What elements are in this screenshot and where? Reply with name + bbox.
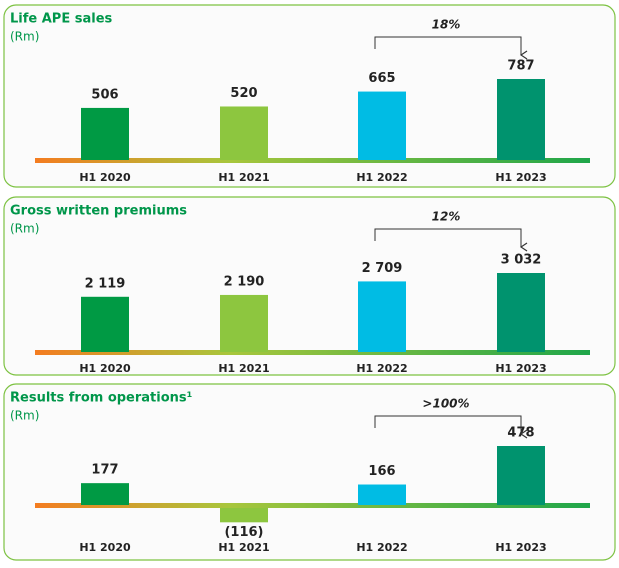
panel-subtitle: (Rm) (10, 30, 39, 44)
annotation-arrow (374, 415, 521, 434)
baseline (35, 503, 590, 508)
x-tick-label: H1 2020 (79, 362, 131, 375)
value-label: 2 190 (224, 274, 265, 289)
baseline (35, 158, 590, 163)
annotation: 18% (432, 18, 461, 32)
value-label: 2 709 (362, 261, 403, 276)
annotation: >100% (422, 397, 469, 411)
baseline (35, 350, 590, 355)
value-label: (116) (224, 525, 263, 540)
annotation-arrow (374, 228, 521, 247)
bar (358, 484, 406, 505)
value-label: 166 (368, 464, 395, 479)
x-tick-label: H1 2021 (218, 362, 269, 375)
bar (81, 296, 129, 352)
x-tick-label: H1 2022 (356, 362, 407, 375)
value-label: 665 (368, 71, 395, 86)
panel-title: Results from operations¹ (10, 391, 192, 406)
panel (3, 196, 616, 376)
value-label: 520 (230, 86, 257, 101)
value-label: 506 (91, 87, 118, 102)
value-label: 3 032 (501, 253, 542, 268)
bar (81, 483, 129, 505)
bar (81, 107, 129, 160)
bar (220, 106, 268, 160)
bar (220, 508, 268, 523)
x-tick-label: H1 2022 (356, 541, 407, 554)
annotation-arrow (374, 36, 521, 55)
panel-title: Gross written premiums (10, 204, 187, 219)
value-label: 787 (507, 59, 534, 74)
x-tick-label: H1 2023 (495, 171, 546, 184)
x-tick-label: H1 2021 (218, 171, 269, 184)
bar (497, 273, 545, 352)
bar (497, 446, 545, 505)
panel-title: Life APE sales (10, 12, 113, 27)
x-tick-label: H1 2021 (218, 541, 269, 554)
x-tick-label: H1 2023 (495, 541, 546, 554)
panel (3, 383, 616, 561)
bar (358, 91, 406, 160)
annotation: 12% (432, 210, 461, 224)
panel-subtitle: (Rm) (10, 222, 39, 236)
value-label: 2 119 (85, 276, 126, 291)
x-tick-label: H1 2020 (79, 541, 131, 554)
x-tick-label: H1 2020 (79, 171, 131, 184)
panel (3, 4, 616, 188)
panel-subtitle: (Rm) (10, 409, 39, 423)
x-tick-label: H1 2022 (356, 171, 407, 184)
bar (358, 281, 406, 352)
x-tick-label: H1 2023 (495, 362, 546, 375)
bar (220, 294, 268, 352)
value-label: 177 (91, 463, 118, 478)
bar (497, 79, 545, 160)
